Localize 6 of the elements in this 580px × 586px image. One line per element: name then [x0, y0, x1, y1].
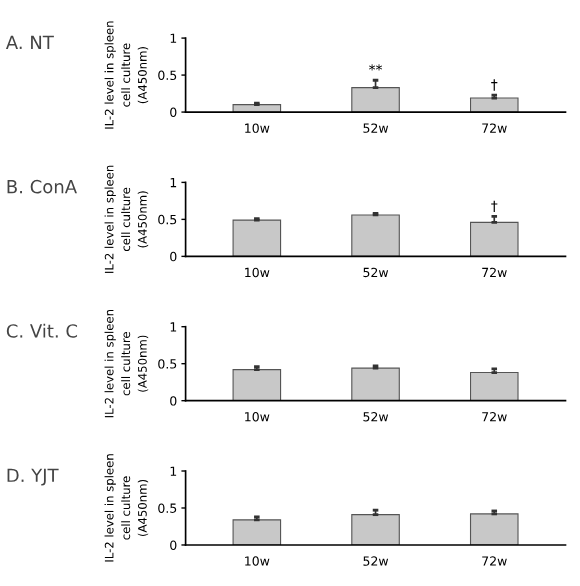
text: A. NT [5, 35, 54, 49]
bar [351, 87, 400, 113]
bar [469, 97, 519, 113]
text: D. YJT [7, 468, 59, 486]
chart-title: B. ConA [7, 179, 77, 194]
chart-title: C. Vit. C [6, 323, 78, 338]
